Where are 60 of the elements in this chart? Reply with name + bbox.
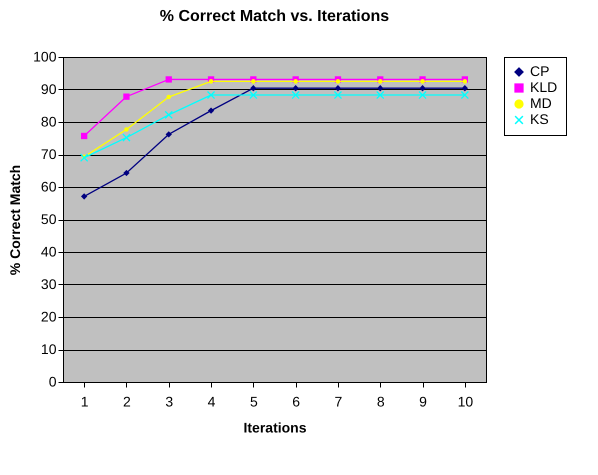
point <box>80 193 88 200</box>
x-tick-label: 7 <box>334 394 343 410</box>
point <box>123 93 130 100</box>
point <box>460 90 470 100</box>
legend-label: MD <box>530 95 552 111</box>
point <box>123 170 130 176</box>
point <box>250 85 257 92</box>
x-tick-label: 8 <box>376 394 385 410</box>
point <box>419 85 426 92</box>
x-tick-label: 1 <box>80 394 89 410</box>
x-tick-label: 5 <box>250 394 258 410</box>
x-tick-label: 4 <box>208 394 216 410</box>
y-axis-title: % Correct Match <box>7 164 24 276</box>
y-tick-label: 90 <box>40 81 57 97</box>
legend-label: KLD <box>530 79 558 95</box>
point <box>166 94 171 100</box>
point <box>291 90 300 100</box>
x-tick-label: 3 <box>165 394 174 410</box>
y-tick-label: 40 <box>40 244 57 260</box>
point <box>334 85 342 92</box>
legend-label: CP <box>530 63 550 79</box>
point <box>122 133 131 142</box>
y-tick-label: 20 <box>40 308 57 324</box>
chart-title: % Correct Match vs. Iterations <box>160 8 390 25</box>
legend-label: KS <box>530 111 549 127</box>
point <box>376 90 384 100</box>
point <box>206 90 216 100</box>
x-tick-label: 2 <box>123 394 132 410</box>
y-tick-label: 100 <box>33 48 57 64</box>
point <box>378 79 382 84</box>
y-tick-label: 80 <box>40 114 57 130</box>
point <box>164 110 173 120</box>
y-tick-label: 30 <box>40 276 57 292</box>
point <box>166 76 172 83</box>
point <box>208 79 214 84</box>
point <box>418 90 427 100</box>
point <box>80 132 88 140</box>
point <box>124 127 129 132</box>
point <box>208 107 214 114</box>
point <box>166 131 172 138</box>
y-tick-label: 60 <box>40 178 57 194</box>
x-axis-title: Iterations <box>243 420 307 436</box>
x-tick-label: 9 <box>419 394 428 410</box>
x-tick-label: 6 <box>292 394 300 410</box>
point <box>80 154 88 162</box>
point <box>336 79 340 84</box>
point <box>334 90 342 100</box>
y-tick-label: 10 <box>40 341 57 357</box>
point <box>292 85 299 92</box>
point <box>251 79 256 84</box>
point <box>420 79 425 84</box>
point <box>293 79 298 84</box>
y-tick-label: 0 <box>48 374 57 390</box>
y-tick-label: 50 <box>40 211 57 227</box>
x-tick-label: 10 <box>458 394 474 410</box>
point <box>462 85 468 92</box>
point <box>249 90 258 100</box>
y-tick-label: 70 <box>40 146 57 162</box>
point <box>462 79 468 84</box>
point <box>377 85 384 92</box>
